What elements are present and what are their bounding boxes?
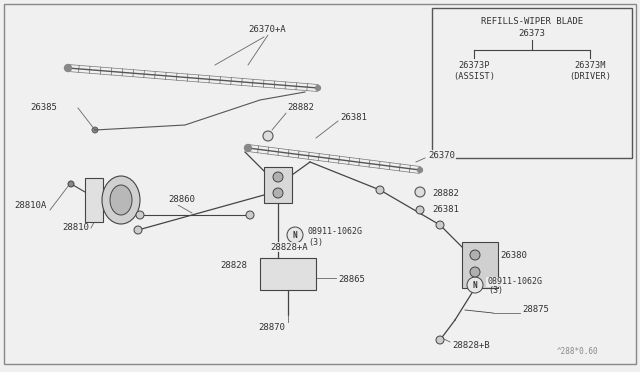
Text: 26373P: 26373P [458, 61, 490, 71]
Circle shape [263, 131, 273, 141]
Circle shape [436, 336, 444, 344]
Text: 26373M: 26373M [574, 61, 605, 71]
Bar [85, 178, 103, 222]
Circle shape [134, 226, 142, 234]
Text: 26370+A: 26370+A [248, 26, 285, 35]
Bar [260, 258, 316, 290]
Text: 08911-1062G: 08911-1062G [307, 228, 362, 237]
Circle shape [620, 138, 625, 142]
Circle shape [376, 186, 384, 194]
Circle shape [287, 227, 303, 243]
Text: ^288*0.60: ^288*0.60 [556, 347, 598, 356]
Text: 26370: 26370 [428, 151, 455, 160]
Circle shape [536, 103, 543, 109]
Ellipse shape [110, 185, 132, 215]
Circle shape [246, 211, 254, 219]
Text: 28828: 28828 [220, 260, 247, 269]
Text: (ASSIST): (ASSIST) [453, 71, 495, 80]
Circle shape [416, 206, 424, 214]
Circle shape [440, 109, 447, 116]
Circle shape [415, 187, 425, 197]
Bar [264, 167, 292, 203]
Text: 26380: 26380 [500, 250, 527, 260]
Circle shape [417, 167, 422, 173]
Text: 26381: 26381 [340, 113, 367, 122]
Text: (3): (3) [308, 237, 323, 247]
Text: 28875: 28875 [522, 305, 549, 314]
Circle shape [244, 144, 252, 151]
Text: 28882: 28882 [432, 189, 459, 198]
Text: 28870: 28870 [259, 324, 285, 333]
Text: (3): (3) [488, 286, 503, 295]
Text: 28810: 28810 [62, 224, 89, 232]
Text: 28810A: 28810A [14, 202, 46, 211]
Circle shape [316, 86, 321, 90]
Text: 28860: 28860 [168, 196, 195, 205]
Text: N: N [473, 280, 477, 289]
Text: 28865: 28865 [338, 276, 365, 285]
Ellipse shape [102, 176, 140, 224]
Circle shape [467, 277, 483, 293]
Bar [462, 242, 498, 288]
Circle shape [65, 64, 72, 71]
Bar [432, 8, 632, 158]
Text: N: N [292, 231, 298, 240]
Text: 28828+B: 28828+B [452, 340, 490, 350]
Circle shape [470, 250, 480, 260]
Text: 26381: 26381 [432, 205, 459, 215]
Text: 08911-1062G: 08911-1062G [487, 278, 542, 286]
Circle shape [436, 221, 444, 229]
Text: 26385: 26385 [30, 103, 57, 112]
Circle shape [273, 188, 283, 198]
Text: 28828+A: 28828+A [270, 243, 308, 251]
Circle shape [136, 211, 144, 219]
Circle shape [520, 144, 524, 148]
Circle shape [273, 172, 283, 182]
Circle shape [92, 127, 98, 133]
Circle shape [470, 267, 480, 277]
Text: REFILLS-WIPER BLADE: REFILLS-WIPER BLADE [481, 17, 583, 26]
Text: 28882: 28882 [287, 103, 314, 112]
Text: (DRIVER): (DRIVER) [569, 71, 611, 80]
Text: 26373: 26373 [518, 29, 545, 38]
Circle shape [68, 181, 74, 187]
